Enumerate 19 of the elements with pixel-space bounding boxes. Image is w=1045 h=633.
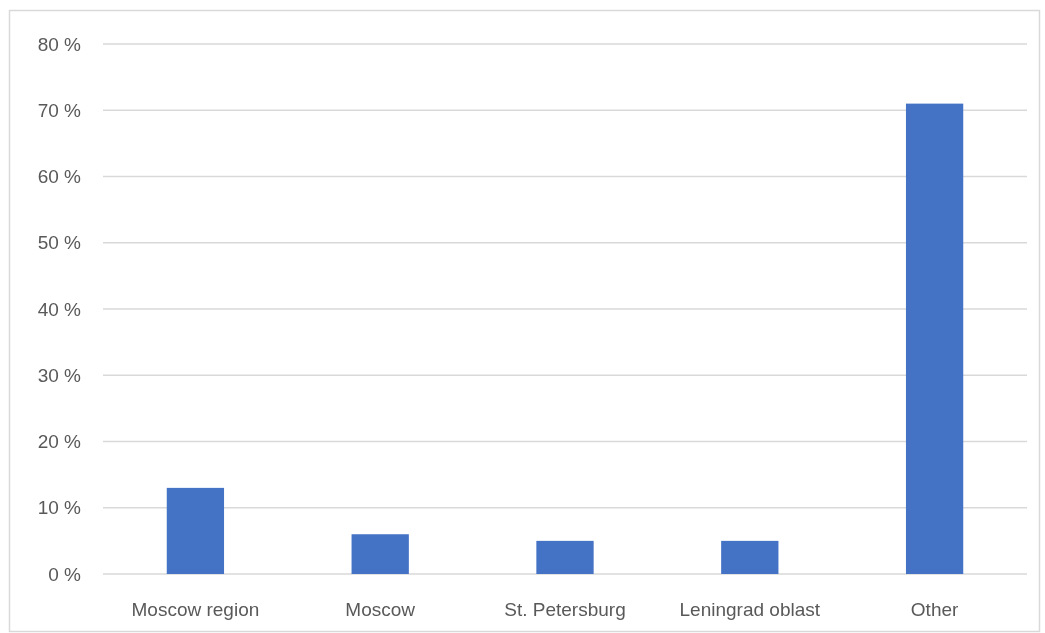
- bar: [721, 540, 779, 574]
- bar: [166, 487, 225, 574]
- y-tick-label: 30 %: [37, 364, 82, 386]
- y-tick-label: 40 %: [37, 298, 82, 320]
- x-tick-label: Leningrad oblast: [679, 598, 821, 620]
- y-tick-label: 60 %: [37, 166, 82, 187]
- x-tick-label: St. Petersburg: [504, 598, 626, 620]
- x-tick-label: Moscow: [345, 598, 416, 620]
- bar: [351, 534, 409, 574]
- bar: [905, 103, 964, 574]
- y-tick-label: 20 %: [37, 431, 82, 452]
- y-tick-label: 10 %: [37, 497, 82, 519]
- x-tick-label: Moscow region: [131, 598, 260, 620]
- y-tick-label: 50 %: [37, 232, 82, 254]
- x-tick-label: Other: [910, 598, 960, 620]
- y-tick-label: 80 %: [37, 33, 82, 55]
- y-tick-label: 70 %: [37, 99, 82, 121]
- y-tick-label: 0 %: [48, 563, 82, 585]
- bar: [536, 540, 594, 574]
